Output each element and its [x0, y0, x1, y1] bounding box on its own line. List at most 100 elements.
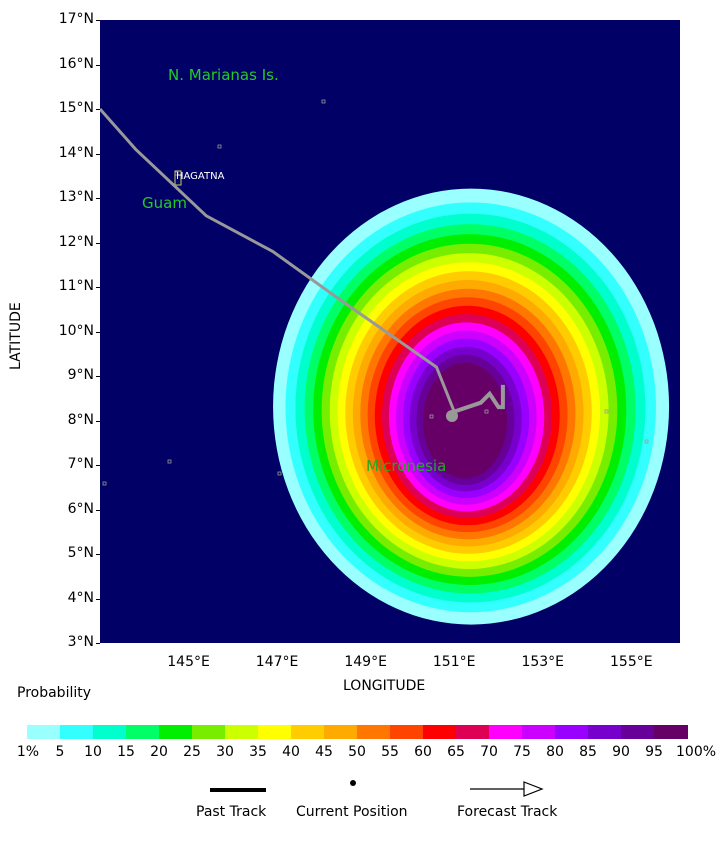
legend-swatch [423, 725, 457, 739]
lat-tick: 9°N [67, 367, 94, 383]
legend-label: 1% [16, 744, 40, 760]
island-6 [484, 409, 489, 414]
legend-label: 50 [348, 744, 366, 760]
legend-swatch [588, 725, 622, 739]
island-8 [644, 439, 649, 444]
y-axis-title: LATITUDE [8, 302, 24, 370]
island-9 [102, 481, 107, 486]
lat-tick-mark [96, 109, 100, 110]
lon-tick: 147°E [255, 654, 299, 670]
lat-tick-mark [96, 198, 100, 199]
current-position-key [350, 780, 356, 786]
legend-swatch [291, 725, 325, 739]
legend-label: 15 [117, 744, 135, 760]
legend-swatch [654, 725, 688, 739]
lat-tick-mark [96, 287, 100, 288]
legend-swatch [489, 725, 523, 739]
lat-tick: 6°N [67, 500, 94, 517]
label-marianas: N. Marianas Is. [168, 66, 279, 84]
legend-label: 35 [249, 744, 267, 760]
past-track-key [210, 788, 266, 792]
legend-swatch [324, 725, 358, 739]
lat-tick-mark [96, 554, 100, 555]
current-position-marker [445, 410, 458, 423]
legend-swatch [159, 725, 193, 739]
lon-tick: 153°E [521, 654, 565, 670]
lat-tick-mark [96, 153, 100, 155]
legend-label: 40 [282, 744, 300, 760]
legend-swatch [93, 725, 127, 739]
lat-tick: 5°N [67, 545, 94, 561]
legend-swatch [27, 725, 61, 739]
lat-tick: 3°N [67, 634, 94, 650]
legend-label: 20 [150, 744, 168, 760]
legend-label: 85 [579, 744, 597, 760]
legend-label: 75 [513, 744, 531, 760]
legend-swatch [192, 725, 226, 739]
lat-tick-mark [96, 509, 100, 511]
lat-tick: 16°N [58, 55, 94, 72]
island-5 [429, 414, 434, 419]
legend-label: 70 [480, 744, 498, 760]
legend-label: 10 [84, 744, 102, 760]
legend-swatch [60, 725, 94, 739]
forecast-track-label: Forecast Track [457, 804, 558, 820]
lon-tick: 149°E [344, 654, 387, 670]
legend-swatch [555, 725, 589, 739]
legend-swatch [357, 725, 391, 739]
legend-label: 25 [183, 744, 201, 760]
lat-tick-mark [96, 331, 100, 333]
lat-tick: 17°N [58, 11, 94, 27]
lat-tick-mark [96, 420, 100, 422]
legend-swatch [258, 725, 292, 739]
lat-tick: 12°N [58, 233, 94, 250]
legend-label: 60 [414, 744, 432, 760]
lon-tick: 155°E [610, 654, 653, 670]
legend-label: 45 [315, 744, 333, 760]
legend-label: 80 [546, 744, 564, 760]
lat-tick-mark [96, 20, 100, 21]
x-axis-title: LONGITUDE [343, 678, 426, 694]
lat-tick: 11°N [58, 278, 94, 294]
legend-swatch [522, 725, 556, 739]
legend-swatch [225, 725, 259, 739]
legend-swatch [390, 725, 424, 739]
lat-tick: 10°N [58, 322, 94, 339]
legend-label: 95 [645, 744, 663, 760]
lat-tick: 7°N [67, 456, 94, 472]
legend-label: 65 [447, 744, 465, 760]
guam-island [174, 170, 182, 186]
lat-tick-mark [96, 643, 100, 644]
lat-tick-mark [96, 376, 100, 377]
probability-map [100, 99, 670, 625]
island-4 [277, 471, 282, 476]
lat-tick-mark [96, 64, 100, 66]
legend-swatch [621, 725, 655, 739]
lat-tick: 15°N [58, 100, 94, 116]
lat-tick: 4°N [67, 589, 94, 606]
lat-tick: 8°N [67, 411, 94, 428]
lat-tick-mark [96, 465, 100, 466]
legend-title: Probability [17, 685, 92, 701]
map-area: N. Marianas Is. Guam HAGATNA Micronesia [100, 20, 680, 643]
past-track-label: Past Track [196, 804, 267, 820]
label-micronesia: Micronesia [366, 457, 447, 475]
island-1 [217, 144, 222, 149]
lat-tick: 14°N [58, 144, 94, 161]
legend-swatch [126, 725, 160, 739]
forecast-track-line [453, 384, 505, 414]
past-track-line [100, 108, 456, 413]
probability-ring-19 [423, 362, 508, 479]
legend-swatch [456, 725, 490, 739]
island-3 [167, 459, 172, 464]
island-0 [321, 99, 326, 104]
lon-tick: 151°E [432, 654, 476, 670]
label-guam: Guam [142, 194, 187, 212]
legend-label: 30 [216, 744, 234, 760]
forecast-track-key [470, 781, 544, 797]
label-hagatna: HAGATNA [176, 171, 225, 182]
legend-label: 5 [55, 744, 65, 760]
legend-label: 55 [381, 744, 399, 760]
lon-tick: 145°E [167, 654, 210, 670]
lat-tick-mark [96, 598, 100, 600]
